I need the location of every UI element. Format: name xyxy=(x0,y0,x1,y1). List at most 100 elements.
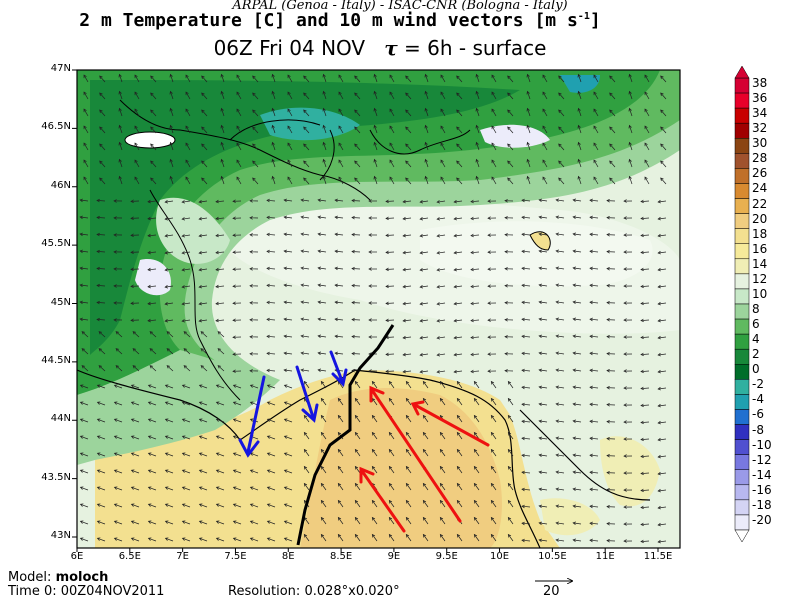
wind-vector-head xyxy=(555,283,560,287)
wind-vector xyxy=(183,331,191,338)
wind-vector xyxy=(629,176,633,185)
wind-vector-head xyxy=(487,284,491,288)
wind-vector xyxy=(284,335,293,338)
wind-vector-head xyxy=(628,175,632,180)
wind-vector-head xyxy=(577,141,581,146)
wind-vector-head xyxy=(538,521,543,525)
colorbar-label: -18 xyxy=(752,497,772,512)
wind-vector xyxy=(403,370,412,373)
wind-vector xyxy=(474,466,480,474)
wind-vector-head xyxy=(283,452,288,456)
wind-vector-head xyxy=(169,90,173,95)
wind-vector-head xyxy=(424,107,428,112)
wind-vector-head xyxy=(436,200,441,204)
wind-vector xyxy=(185,159,191,168)
wind-vector-head xyxy=(487,335,491,339)
wind-vector-head xyxy=(490,397,495,402)
wind-vector xyxy=(470,370,480,373)
wind-vector-head xyxy=(185,176,189,181)
wind-vector xyxy=(236,91,242,100)
wind-vector xyxy=(609,126,616,134)
wind-vector xyxy=(474,415,480,423)
wind-vector xyxy=(284,486,293,491)
wind-vector xyxy=(114,435,123,440)
wind-vector-head xyxy=(300,266,305,270)
wind-vector xyxy=(507,143,514,151)
wind-vector-head xyxy=(351,283,355,288)
wind-vector-head xyxy=(577,124,581,129)
wind-vector xyxy=(660,143,667,151)
wind-vector xyxy=(284,352,293,355)
wind-vector-head xyxy=(249,486,254,490)
wind-vector-head xyxy=(113,435,118,439)
wind-vector-head xyxy=(334,249,338,254)
wind-vector xyxy=(199,435,208,440)
lon-label: 9E xyxy=(387,551,401,562)
wind-vector xyxy=(99,177,106,185)
wind-vector xyxy=(170,108,174,117)
wind-vector-head xyxy=(300,283,305,287)
colorbar-label: 18 xyxy=(752,226,768,241)
wind-vector xyxy=(440,398,446,406)
wind-vector-head xyxy=(79,266,83,271)
wind-vector-head xyxy=(252,177,256,182)
wind-vector-head xyxy=(572,538,577,542)
wind-vector-head xyxy=(526,141,530,146)
wind-vector-head xyxy=(217,365,222,369)
wind-vector xyxy=(182,285,191,288)
wind-vector-head xyxy=(322,107,326,112)
wind-vector xyxy=(266,284,276,287)
wind-vector-head xyxy=(623,199,627,203)
wind-vector xyxy=(521,488,531,491)
lon-label: 7.5E xyxy=(224,551,247,562)
wind-vector-head xyxy=(555,436,560,440)
wind-vector-head xyxy=(130,503,135,507)
wind-vector-head xyxy=(322,90,326,95)
wind-vector xyxy=(250,537,259,542)
wind-vector-head xyxy=(507,160,511,165)
wind-vector xyxy=(558,75,565,83)
wind-vector xyxy=(284,452,293,457)
wind-vector xyxy=(437,319,446,322)
wind-vector-head xyxy=(555,470,560,474)
wind-vector xyxy=(405,143,412,151)
wind-vector-head xyxy=(521,436,525,441)
wind-vector-head xyxy=(320,533,325,538)
wind-vector xyxy=(318,301,327,304)
wind-vector xyxy=(165,234,174,237)
wind-vector-head xyxy=(456,75,460,80)
wind-vector-head xyxy=(164,384,169,388)
wind-vector-head xyxy=(147,537,152,541)
wind-vector xyxy=(521,454,531,457)
lat-label: 46.5N xyxy=(41,121,71,133)
wind-vector xyxy=(470,336,480,339)
wind-vector xyxy=(355,432,361,440)
wind-vector xyxy=(351,302,361,304)
wind-vector-head xyxy=(130,537,135,541)
wind-vector xyxy=(83,159,89,168)
wind-vector-head xyxy=(232,284,236,288)
wind-vector-head xyxy=(538,232,543,236)
wind-vector-head xyxy=(134,159,138,164)
wind-vector-head xyxy=(166,348,171,352)
wind-vector-head xyxy=(236,176,240,181)
wind-vector xyxy=(640,387,650,389)
wind-vector-head xyxy=(538,198,543,202)
wind-vector-head xyxy=(147,250,151,255)
wind-vector xyxy=(640,506,650,508)
wind-vector-head xyxy=(504,352,508,356)
wind-vector-head xyxy=(147,284,151,289)
lat-label: 43N xyxy=(50,530,71,541)
wind-vector-head xyxy=(118,124,122,129)
wind-vector-head xyxy=(402,301,406,306)
wind-vector xyxy=(437,200,446,203)
wind-vector-head xyxy=(271,73,275,78)
wind-vector-head xyxy=(555,538,560,542)
wind-vector xyxy=(658,217,667,220)
wind-vector xyxy=(539,250,548,253)
wind-vector-head xyxy=(249,384,254,388)
wind-vector-head xyxy=(118,90,122,95)
wind-vector-head xyxy=(542,142,546,147)
wind-vector xyxy=(321,381,327,389)
wind-vector-head xyxy=(572,470,577,474)
